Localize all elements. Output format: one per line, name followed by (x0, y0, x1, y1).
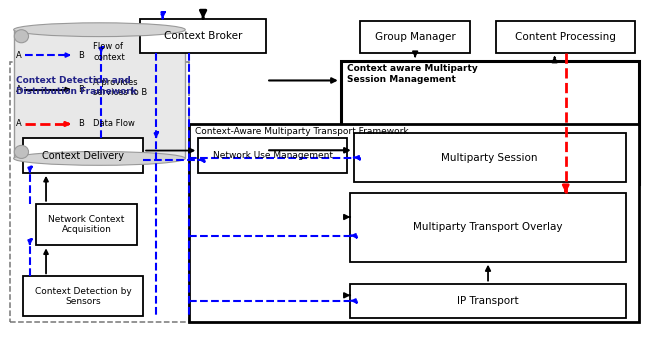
FancyBboxPatch shape (341, 60, 639, 184)
FancyBboxPatch shape (36, 204, 137, 245)
Text: Context Broker: Context Broker (164, 31, 242, 41)
Text: B: B (79, 51, 84, 60)
Ellipse shape (14, 23, 185, 37)
Text: IP Transport: IP Transport (457, 296, 519, 306)
Text: Context Delivery: Context Delivery (42, 151, 124, 161)
Text: Data Flow: Data Flow (93, 119, 135, 128)
Text: Context Detection by
Sensors: Context Detection by Sensors (35, 286, 132, 306)
Ellipse shape (14, 151, 185, 165)
Ellipse shape (14, 30, 29, 43)
FancyBboxPatch shape (350, 193, 626, 262)
Text: A provides
services to B: A provides services to B (93, 78, 147, 98)
Text: A: A (16, 119, 21, 128)
FancyBboxPatch shape (23, 138, 143, 173)
FancyBboxPatch shape (354, 133, 626, 182)
FancyBboxPatch shape (496, 21, 635, 53)
Text: Flow of
context: Flow of context (93, 43, 125, 62)
FancyBboxPatch shape (188, 124, 639, 322)
FancyBboxPatch shape (360, 21, 471, 53)
Text: Group Manager: Group Manager (374, 32, 456, 42)
Text: B: B (79, 85, 84, 94)
Text: Network Use Management: Network Use Management (213, 151, 333, 160)
Text: Content Processing: Content Processing (515, 32, 616, 42)
FancyBboxPatch shape (23, 276, 143, 316)
Text: A: A (16, 51, 21, 60)
Text: B: B (79, 119, 84, 128)
Text: Context-Aware Multiparty Transport Framework: Context-Aware Multiparty Transport Frame… (195, 127, 409, 136)
Text: Context aware Multiparty
Session Management: Context aware Multiparty Session Managem… (347, 64, 478, 84)
Text: Network Context
Acquisition: Network Context Acquisition (48, 215, 125, 234)
Text: Multiparty Session: Multiparty Session (441, 153, 538, 162)
FancyBboxPatch shape (140, 19, 266, 53)
FancyBboxPatch shape (350, 284, 626, 318)
Text: Context Detection and
Distribution Framework: Context Detection and Distribution Frame… (16, 76, 136, 95)
Text: Multiparty Transport Overlay: Multiparty Transport Overlay (413, 222, 563, 232)
Ellipse shape (14, 145, 29, 158)
FancyBboxPatch shape (14, 30, 185, 158)
FancyBboxPatch shape (198, 138, 347, 173)
Text: A: A (16, 85, 21, 94)
